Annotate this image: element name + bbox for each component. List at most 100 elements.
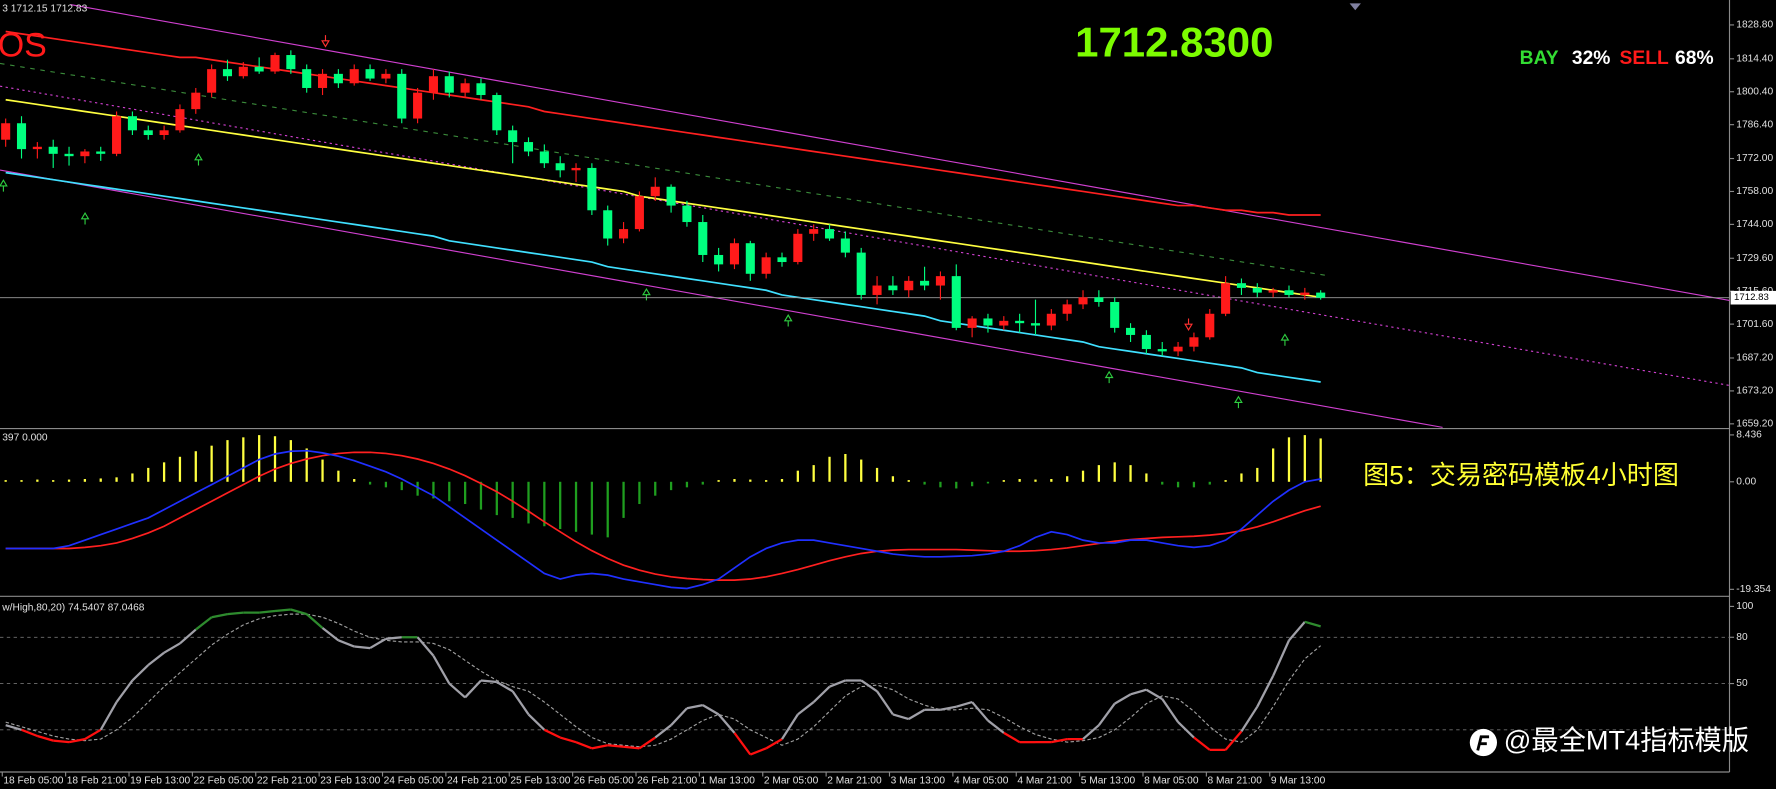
stoch-segment [37,734,54,742]
candle-body [1094,297,1104,303]
candle-body [1157,349,1167,352]
stoch-segment [115,679,134,703]
stoch-segment [5,724,22,731]
macd-bar [353,479,356,482]
scroll-marker [1349,3,1361,11]
macd-bar [1319,438,1322,482]
macd-bar [574,481,578,532]
candle-body [650,186,660,197]
candle-body [729,243,740,265]
stoch-segment [670,707,688,726]
stoch-segment [227,611,244,616]
stoch-segment [1114,693,1132,705]
stoch-segment [527,713,546,731]
candle-body [318,73,328,88]
macd-bar [495,481,498,516]
candle-body [270,55,280,72]
macd-bar [701,481,704,485]
candle-body [1205,313,1215,338]
candle-body [745,243,755,274]
candle-body [634,196,644,230]
stoch-segment [749,747,767,756]
x-tick-label: 18 Feb 21:00 [67,776,127,787]
stoch-segment [385,636,402,640]
price-display: 1712.8300 [1075,18,1273,65]
moving-average [5,98,1321,299]
macd-bar [178,456,182,482]
macd-bar [559,481,562,530]
y-tick-label: 50 [1736,678,1748,689]
candle-body [904,280,914,291]
candle-body [143,130,153,136]
candle-body [1141,334,1151,350]
macd-bar [875,467,879,482]
macd-bar [1097,465,1100,482]
macd-bar [4,480,7,482]
stoch-segment [955,700,973,708]
macd-bar [52,480,55,482]
stoch-segment [607,744,624,748]
macd-bar [83,479,87,482]
y-tick-label: 1758.00 [1736,186,1773,197]
y-tick-label: 0.00 [1736,476,1756,487]
candle-body [523,142,534,152]
candle-body [666,186,676,206]
y-tick-label: 1800.40 [1736,86,1773,97]
stoch-segment [1304,620,1321,628]
stoch-segment [1097,702,1116,726]
candle-body [1252,287,1262,293]
axes: 1828.80 1814.40 1800.40 1786.40 1772.00 1758.… [1,20,1776,787]
candle-body [698,222,708,255]
stoch-segment [1130,688,1147,696]
candle-body [222,69,233,77]
candle-body [1078,297,1088,305]
macd-bar [67,479,71,482]
macd-bar [432,481,435,499]
candles [1,50,1326,357]
stoch-segment [812,685,831,703]
macd-bar [923,481,926,485]
macd-line [5,449,1321,590]
x-tick-label: 24 Feb 05:00 [384,776,444,787]
macd-bar [463,481,467,505]
x-tick-label: 4 Mar 05:00 [954,776,1009,787]
candle-body [397,73,407,119]
down-arrow [1184,318,1193,331]
macd-bar [1081,470,1085,482]
macd-bar [147,467,150,482]
candle-body [508,130,518,143]
macd-bar [258,435,261,482]
stoch-segment [274,608,291,613]
macd-bar [1129,465,1132,482]
stoch-segment [1256,675,1275,708]
channel-upper [70,3,1730,301]
x-tick-label: 19 Feb 13:00 [130,776,190,787]
stoch-segment [1224,730,1243,751]
macd-bar [511,481,514,518]
channel-lower [0,169,1443,428]
stoch-segment [354,645,371,650]
candle-body [80,151,90,157]
x-tick-label: 22 Feb 05:00 [194,776,254,787]
macd-bar [622,481,625,518]
caption: 图5：交易密码模板4小时图 [1363,460,1679,490]
candle-body [428,76,438,93]
candle-body [476,83,486,96]
macd-bar [305,448,308,482]
candle-body [983,318,993,326]
macd-bar [685,481,689,488]
candle-body [207,69,217,93]
y-tick-label: 1772.00 [1736,153,1773,164]
last-price-label: 1712.83 [1734,292,1769,303]
up-arrow [783,314,793,327]
stoch-segment [163,642,181,654]
stoch-segment [53,739,70,744]
x-tick-label: 26 Feb 21:00 [637,776,697,787]
watermark-logo-mark [1476,735,1490,751]
macd-bar [115,477,118,482]
candle-body [714,254,724,265]
candle-body [603,210,613,239]
y-tick-label: 1828.80 [1736,20,1773,31]
